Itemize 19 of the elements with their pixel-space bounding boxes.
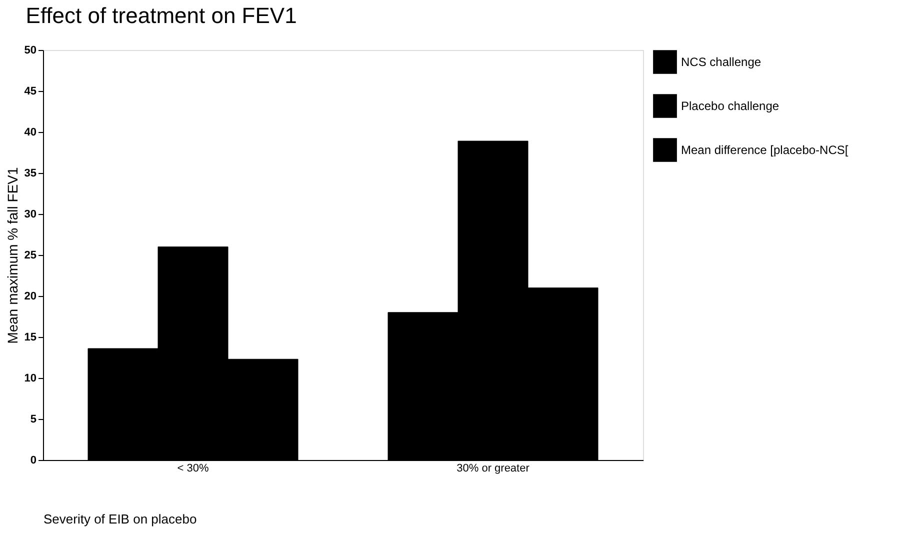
y-tick-label: 50 — [24, 44, 36, 56]
y-tick-label: 30 — [24, 208, 36, 220]
y-tick-label: 10 — [24, 372, 36, 384]
x-axis-title: Severity of EIB on placebo — [44, 512, 197, 526]
y-axis-title: Mean maximum % fall FEV1 — [4, 166, 20, 344]
y-tick-label: 45 — [24, 86, 36, 98]
legend-label: NCS challenge — [681, 55, 762, 69]
chart-title: Effect of treatment on FEV1 — [26, 3, 297, 28]
legend-label: Placebo challenge — [681, 99, 780, 113]
y-tick-label: 5 — [30, 414, 36, 426]
y-tick-label: 15 — [24, 332, 36, 344]
x-tick-label: < 30% — [177, 462, 209, 474]
y-tick-label: 40 — [24, 126, 36, 138]
y-tick-label: 25 — [24, 250, 36, 262]
y-tick-label: 20 — [24, 290, 36, 302]
legend-label: Mean difference [placebo-NCS[ — [681, 143, 849, 157]
y-tick-label: 0 — [30, 454, 36, 466]
x-tick-label: 30% or greater — [456, 462, 530, 474]
y-tick-label: 35 — [24, 168, 36, 180]
